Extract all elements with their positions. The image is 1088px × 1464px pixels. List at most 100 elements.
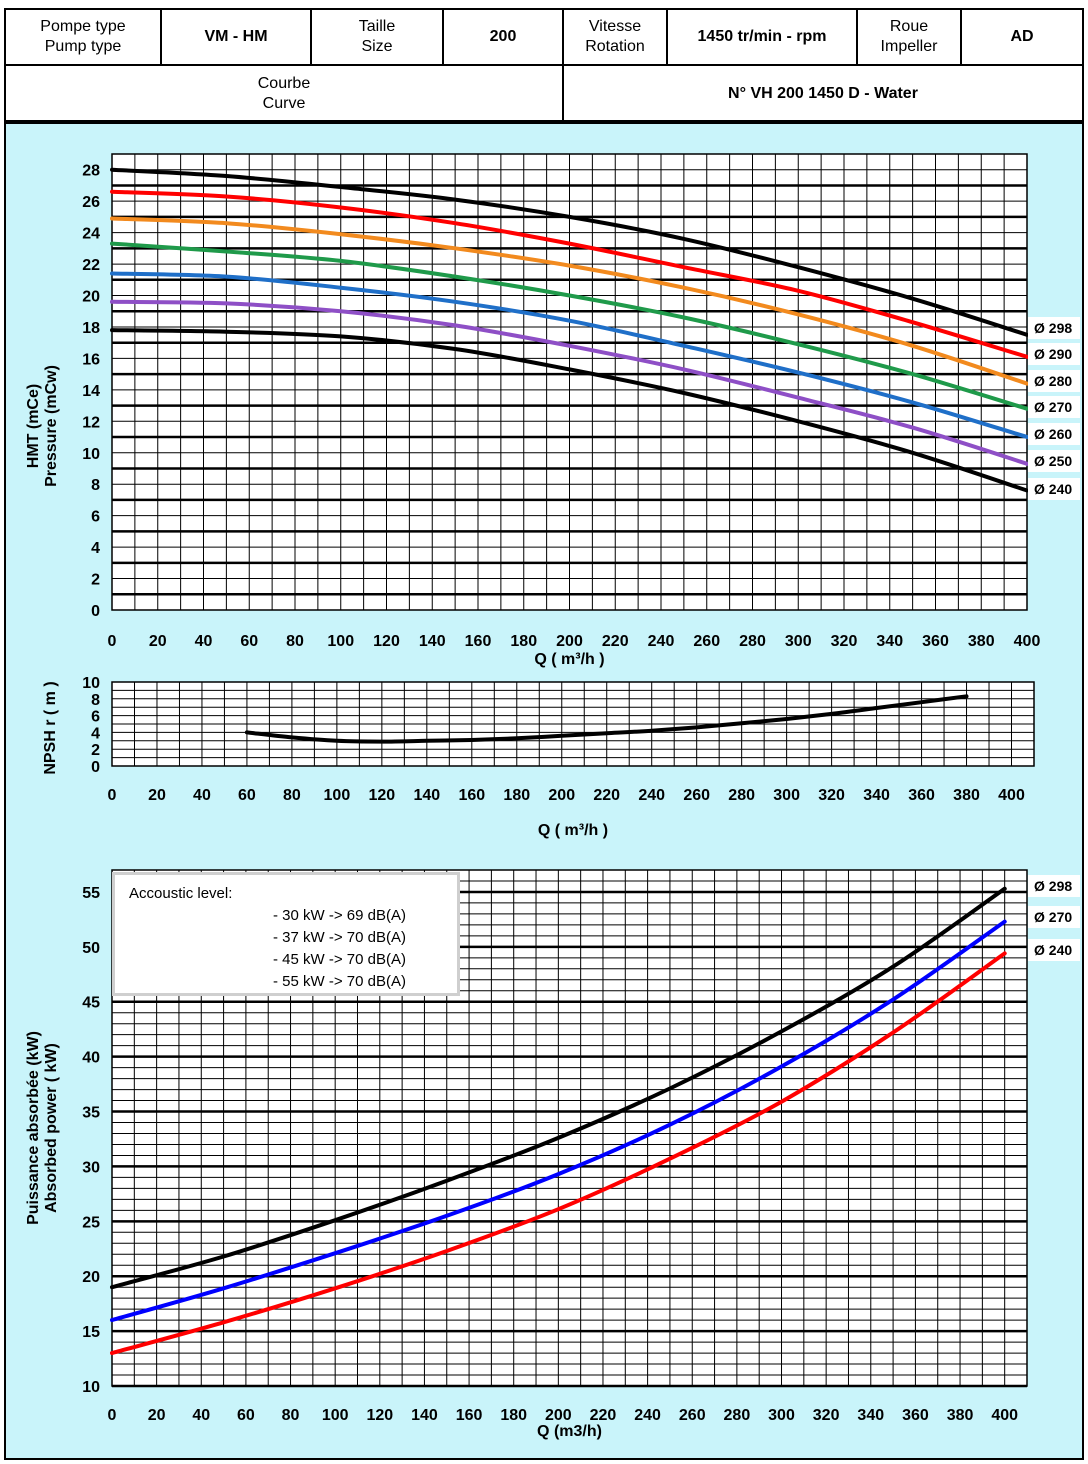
- series-label-bg: [1028, 370, 1080, 392]
- x-tick-label: 340: [857, 1407, 884, 1424]
- y-tick-label: 14: [82, 383, 100, 400]
- x-tick-label: 280: [724, 1407, 751, 1424]
- series-line: [110, 328, 1029, 493]
- x-tick-label: 140: [413, 787, 440, 804]
- series-label-bg: [1028, 478, 1080, 500]
- series-label-bg: [1028, 423, 1080, 445]
- x-tick-label: 320: [813, 1407, 840, 1424]
- series-label-bg: [1028, 906, 1080, 928]
- y-tick-label: 8: [91, 692, 100, 709]
- x-tick-label: 220: [593, 787, 620, 804]
- y-axis-label: NPSH r ( m ): [42, 681, 59, 774]
- x-tick-label: 40: [192, 1407, 210, 1424]
- series-line: [110, 919, 1007, 1323]
- x-tick-label: 400: [998, 787, 1025, 804]
- y-tick-label: 35: [82, 1105, 100, 1122]
- npsh-chart: 0 20 40 60 80 100 120 140 160 180 200 220 240 260 280 3…: [42, 675, 1035, 839]
- x-tick-label: 20: [149, 633, 167, 650]
- x-tick-label: 60: [237, 1407, 255, 1424]
- x-tick-label: 300: [773, 787, 800, 804]
- x-tick-label: 80: [286, 633, 304, 650]
- y-tick-label: 20: [82, 1269, 100, 1286]
- series-label-bg: [1028, 396, 1080, 418]
- x-tick-label: 340: [876, 633, 903, 650]
- x-tick-label: 220: [590, 1407, 617, 1424]
- series-label: Ø 298: [1034, 878, 1072, 894]
- series-line: [110, 951, 1007, 1356]
- impeller-label-fr: Roue: [889, 18, 929, 35]
- x-tick-label: 320: [818, 787, 845, 804]
- x-axis-label: Q ( m³/h ): [538, 822, 608, 839]
- acoustic-line: - 37 kW -> 70 dB(A): [273, 929, 406, 946]
- size-value: 200: [444, 10, 564, 66]
- x-tick-label: 0: [108, 787, 117, 804]
- x-tick-label: 140: [419, 633, 446, 650]
- x-tick-label: 200: [556, 633, 583, 650]
- x-tick-label: 120: [366, 1407, 393, 1424]
- impeller-value: AD: [962, 10, 1082, 66]
- y-tick-label: 22: [82, 257, 100, 274]
- y-tick-label: 55: [82, 885, 100, 902]
- y-tick-label: 10: [82, 675, 100, 692]
- y-tick-label: 45: [82, 995, 100, 1012]
- x-tick-label: 260: [693, 633, 720, 650]
- x-tick-label: 300: [785, 633, 812, 650]
- x-tick-label: 140: [411, 1407, 438, 1424]
- x-tick-label: 200: [545, 1407, 572, 1424]
- series-line: [110, 167, 1029, 337]
- x-tick-label: 280: [739, 633, 766, 650]
- y-tick-label: 12: [82, 414, 100, 431]
- series-label: Ø 240: [1034, 481, 1072, 497]
- x-tick-label: 20: [148, 787, 166, 804]
- y-axis-label: Puissance absorbée (kW): [25, 1031, 42, 1225]
- y-tick-label: 28: [82, 163, 100, 180]
- series-label: Ø 270: [1034, 909, 1072, 925]
- x-tick-label: 100: [324, 787, 351, 804]
- series-label: Ø 250: [1034, 453, 1072, 469]
- x-tick-label: 360: [908, 787, 935, 804]
- series-label: Ø 298: [1034, 320, 1072, 336]
- hmt-chart: 0 20 40 60 80 100 120 140 160 180 200 220 240 260 280 3…: [25, 153, 1080, 668]
- series-line: [110, 241, 1029, 411]
- speed-value: 1450 tr/min - rpm: [668, 10, 858, 66]
- x-tick-label: 380: [947, 1407, 974, 1424]
- series-line: [110, 189, 1029, 359]
- y-tick-label: 20: [82, 289, 100, 306]
- x-tick-label: 260: [679, 1407, 706, 1424]
- x-tick-label: 180: [500, 1407, 527, 1424]
- y-tick-label: 30: [82, 1159, 100, 1176]
- curve-value: N° VH 200 1450 D - Water: [728, 85, 918, 102]
- y-tick-label: 4: [91, 725, 100, 742]
- x-tick-label: 200: [548, 787, 575, 804]
- x-tick-label: 360: [922, 633, 949, 650]
- x-tick-label: 340: [863, 787, 890, 804]
- y-tick-label: 6: [91, 509, 100, 526]
- speed-label: Vitesse Rotation: [564, 10, 668, 66]
- impeller-label-en: Impeller: [880, 38, 938, 55]
- y-tick-label: 40: [82, 1050, 100, 1067]
- y-tick-label: 4: [91, 540, 100, 557]
- x-tick-label: 220: [602, 633, 629, 650]
- y-axis-label: Pressure (mCw): [43, 365, 60, 487]
- x-tick-label: 120: [373, 633, 400, 650]
- y-tick-label: 0: [91, 603, 100, 620]
- x-tick-label: 380: [953, 787, 980, 804]
- x-tick-label: 320: [831, 633, 858, 650]
- x-tick-label: 300: [768, 1407, 795, 1424]
- x-tick-label: 260: [683, 787, 710, 804]
- x-tick-label: 0: [108, 1407, 117, 1424]
- speed-label-en: Rotation: [585, 38, 645, 55]
- plot-frame: [111, 681, 1035, 767]
- x-tick-label: 360: [902, 1407, 929, 1424]
- y-tick-label: 8: [91, 477, 100, 494]
- y-tick-label: 15: [82, 1324, 100, 1341]
- x-tick-label: 100: [327, 633, 354, 650]
- x-tick-label: 60: [240, 633, 258, 650]
- x-axis-label: Q ( m³/h ): [534, 651, 604, 668]
- y-axis-label: HMT (mCe): [25, 384, 42, 468]
- header-table: Pompe type Pump type VM - HM Taille Size…: [4, 8, 1084, 122]
- pump-type-value: VM - HM: [162, 10, 312, 66]
- acoustic-line: - 55 kW -> 70 dB(A): [273, 973, 406, 990]
- series-line: [110, 299, 1029, 466]
